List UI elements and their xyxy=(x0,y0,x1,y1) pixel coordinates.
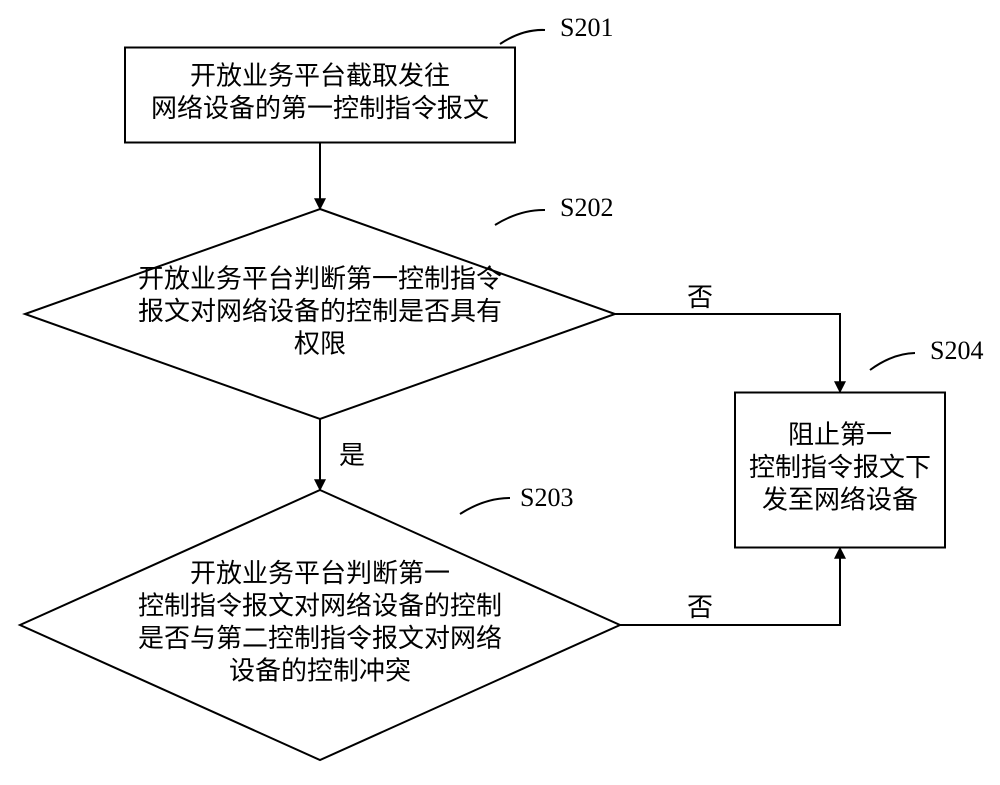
edge-label-1: 是 xyxy=(339,441,365,470)
s204-label: S204 xyxy=(930,336,983,365)
edge-3 xyxy=(620,548,840,625)
edge-2 xyxy=(615,314,840,392)
leader-line-2 xyxy=(460,498,510,514)
s202-label: S202 xyxy=(560,193,613,222)
leader-line-1 xyxy=(495,210,545,225)
s203-label: S203 xyxy=(520,483,573,512)
edge-label-2: 否 xyxy=(687,283,713,312)
leader-line-0 xyxy=(500,30,545,44)
edge-label-3: 否 xyxy=(687,593,713,622)
leader-line-3 xyxy=(870,353,915,370)
s201-label: S201 xyxy=(560,13,613,42)
